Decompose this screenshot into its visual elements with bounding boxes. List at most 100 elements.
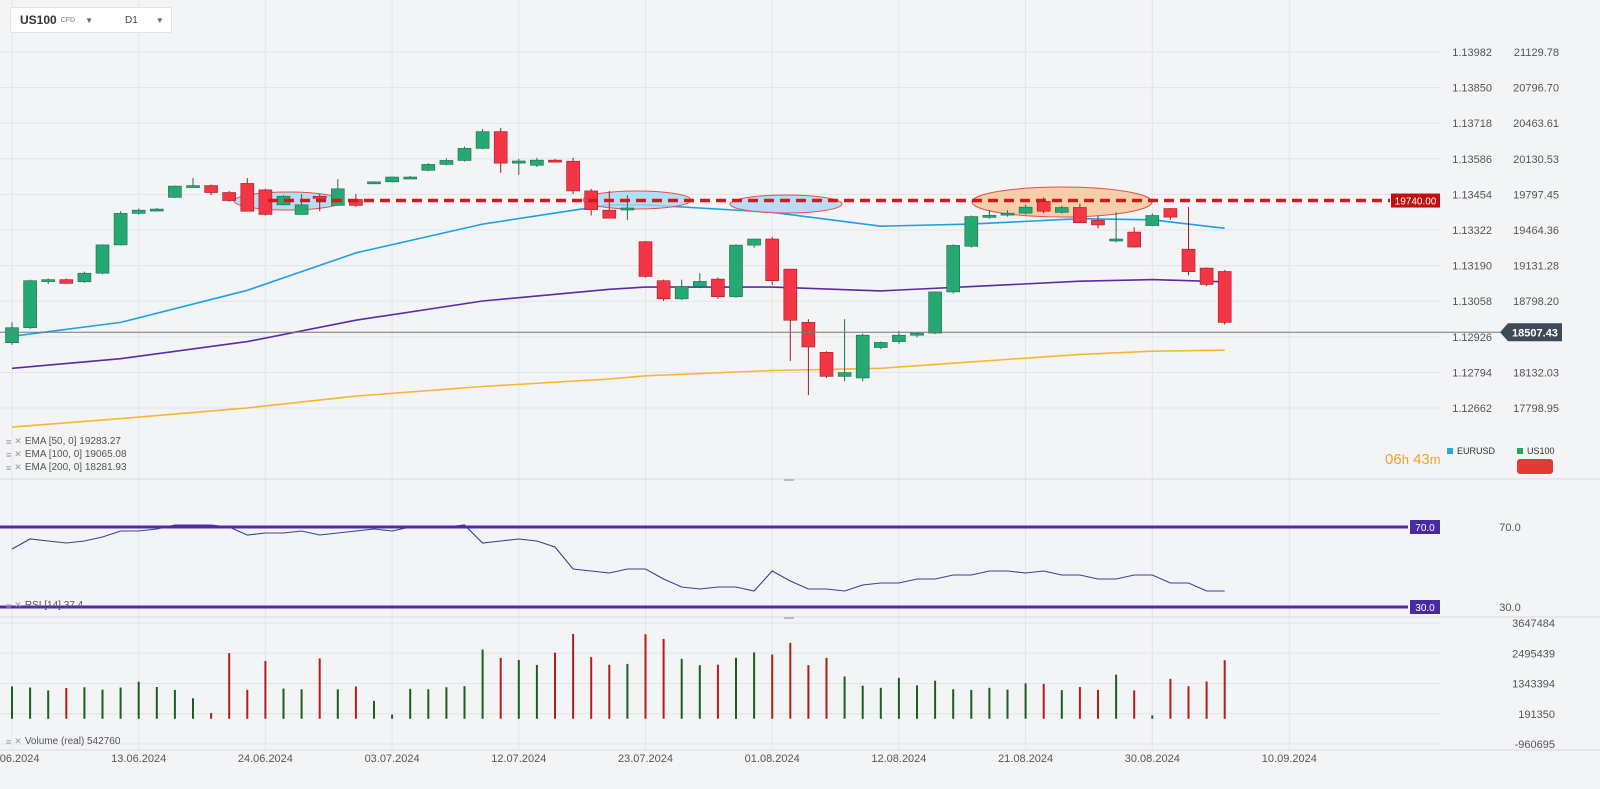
close-icon[interactable]: ✕ xyxy=(14,436,22,446)
candle-body xyxy=(566,160,580,192)
candle-body xyxy=(1091,219,1105,226)
chevron-down-icon[interactable]: ▼ xyxy=(155,15,164,25)
close-icon[interactable]: ✕ xyxy=(14,462,22,472)
close-icon[interactable]: ✕ xyxy=(14,600,22,610)
close-icon[interactable]: ✕ xyxy=(14,736,22,746)
candle-body xyxy=(421,164,436,171)
candle-body xyxy=(1145,215,1160,226)
candle-body xyxy=(493,131,508,164)
candle-body xyxy=(1127,231,1141,248)
indicator-volume[interactable]: ≡ ✕ Volume (real) 542760 xyxy=(6,736,121,747)
close-icon[interactable]: ✕ xyxy=(14,449,22,459)
y-tick-right: 19131.28 xyxy=(1513,261,1559,273)
candle-body xyxy=(819,352,834,377)
y-tick-left: 1.13586 xyxy=(1452,154,1492,166)
candle-body xyxy=(150,208,164,212)
candle-body xyxy=(1000,212,1015,216)
legend-eurusd[interactable]: EURUSD xyxy=(1447,446,1495,456)
candle-body xyxy=(367,181,381,185)
candle-body xyxy=(204,185,218,193)
y-tick-left: 1.13982 xyxy=(1452,47,1492,59)
candle-body xyxy=(620,207,635,211)
candle-body xyxy=(638,241,653,277)
candle-body xyxy=(747,238,761,246)
y-tick-left: 1.13718 xyxy=(1452,118,1492,130)
x-tick-label: 10.09.2024 xyxy=(1262,753,1317,765)
candle-body xyxy=(674,286,689,300)
candle-body xyxy=(475,131,490,149)
x-tick-label: 12.08.2024 xyxy=(871,753,926,765)
y-tick-right: 18798.20 xyxy=(1513,296,1559,308)
y-tick-left: 1.12794 xyxy=(1452,367,1492,379)
indicator-rsi[interactable]: ≡ ✕ RSI [14] 37.4 xyxy=(6,600,84,611)
candle-body xyxy=(113,213,128,246)
candle-body xyxy=(692,281,707,287)
candle-body xyxy=(23,280,37,329)
candle-body xyxy=(5,327,19,343)
candle-body xyxy=(186,185,200,188)
candle-body xyxy=(910,332,924,336)
candle-body xyxy=(385,176,399,183)
y-tick-left: 1.13850 xyxy=(1452,83,1492,95)
rsi-line xyxy=(11,524,1225,592)
candle-body xyxy=(729,244,743,298)
x-tick-label: 04.06.2024 xyxy=(0,753,40,765)
legend-us100[interactable]: US100 xyxy=(1517,446,1555,456)
x-tick-label: 01.08.2024 xyxy=(745,753,800,765)
y-tick-right: 18132.03 xyxy=(1513,367,1559,379)
y-tick-left: 1.12926 xyxy=(1452,332,1492,344)
indicator-ema100[interactable]: ≡ ✕ EMA [100, 0] 19065.08 xyxy=(6,449,127,460)
menu-icon[interactable]: ≡ xyxy=(6,436,12,447)
level-price-label: 19740.00 xyxy=(1395,197,1437,208)
y-tick-left: 1.13454 xyxy=(1452,189,1492,201)
candle-body xyxy=(77,272,92,283)
candle-body xyxy=(59,279,74,284)
candle-body xyxy=(1199,267,1214,285)
x-tick-label: 13.06.2024 xyxy=(111,753,166,765)
x-tick-label: 12.07.2024 xyxy=(491,753,546,765)
current-price-label: 18507.43 xyxy=(1512,327,1558,339)
menu-icon[interactable]: ≡ xyxy=(6,736,12,747)
candle-body xyxy=(855,334,870,379)
candle-body xyxy=(439,160,454,165)
current-price-tag xyxy=(1500,323,1562,342)
symbol-selector[interactable]: US100 CFD ▼ D1 ▼ xyxy=(10,7,172,33)
y-tick-left: 1.13322 xyxy=(1452,225,1492,237)
y-tick-left: 1.13190 xyxy=(1452,261,1492,273)
menu-icon[interactable]: ≡ xyxy=(6,449,12,460)
volume-y-tick: 191350 xyxy=(1518,709,1555,721)
rsi-level-label: 30.0 xyxy=(1415,603,1435,614)
rsi-y-tick: 30.0 xyxy=(1499,602,1520,614)
candle-body xyxy=(837,372,852,377)
candle-body xyxy=(457,148,472,161)
candle-body xyxy=(131,209,146,214)
x-tick-label: 23.07.2024 xyxy=(618,753,673,765)
candle-timer: 06h 43m xyxy=(1385,451,1441,468)
candle-body xyxy=(928,291,942,334)
legend-swatch xyxy=(1447,448,1453,454)
indicator-ema200[interactable]: ≡ ✕ EMA [200, 0] 18281.93 xyxy=(6,462,127,473)
chevron-down-icon[interactable]: ▼ xyxy=(85,15,94,25)
x-tick-label: 24.06.2024 xyxy=(238,753,293,765)
symbol-type: CFD xyxy=(60,16,76,24)
candle-body xyxy=(1181,248,1196,272)
ema-line-1 xyxy=(11,278,1225,370)
menu-icon[interactable]: ≡ xyxy=(6,600,12,611)
legend-swatch xyxy=(1517,448,1523,454)
candle-body xyxy=(312,195,327,199)
y-tick-right: 20796.70 xyxy=(1513,83,1559,95)
pane-resize-handle xyxy=(784,617,794,619)
sell-indicator[interactable] xyxy=(1517,459,1553,474)
indicator-ema50[interactable]: ≡ ✕ EMA [50, 0] 19283.27 xyxy=(6,436,121,447)
y-tick-left: 1.12662 xyxy=(1452,403,1492,415)
rsi-level-label: 70.0 xyxy=(1415,523,1435,534)
menu-icon[interactable]: ≡ xyxy=(6,462,12,473)
volume-y-tick: 3647484 xyxy=(1512,618,1555,630)
volume-y-tick: -960695 xyxy=(1515,739,1555,751)
candle-body xyxy=(711,278,725,298)
timeframe-selector[interactable]: D1 xyxy=(125,14,138,26)
candle-body xyxy=(511,160,526,164)
candle-body xyxy=(1036,201,1051,212)
